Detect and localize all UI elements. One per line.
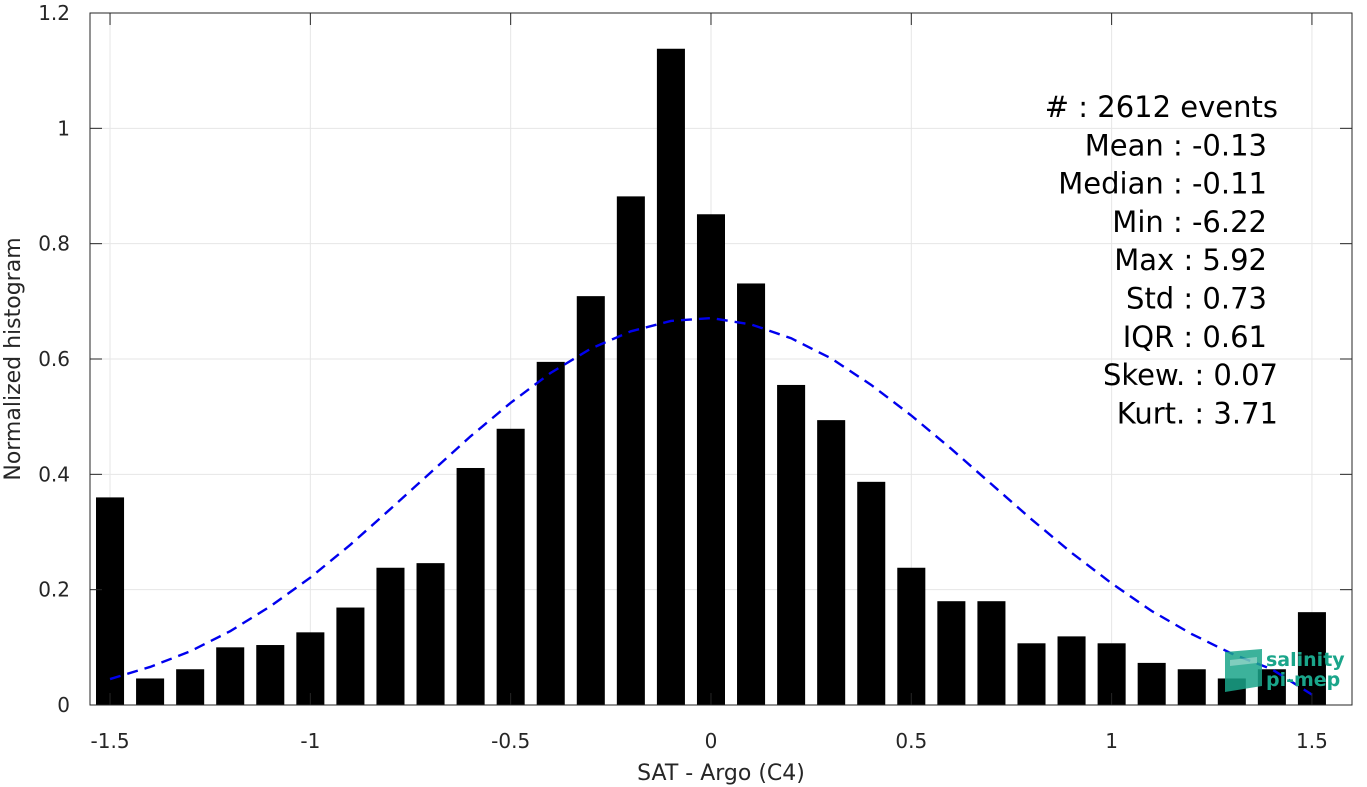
histogram-bars <box>96 48 1326 705</box>
stats-line-2: Median : -0.11 <box>1058 167 1267 201</box>
histogram-bar-27 <box>1177 669 1206 705</box>
histogram-bar-20 <box>897 567 926 705</box>
axis-ticks <box>90 12 1352 706</box>
stats-line-6: IQR : 0.61 <box>1123 320 1267 354</box>
stats-line-3: Min : -6.22 <box>1112 205 1267 239</box>
stats-line-4: Max : 5.92 <box>1114 243 1267 277</box>
x-tick-labels: -1.5 -1 -0.5 0 0.5 1 1.5 <box>91 729 1328 753</box>
histogram-bar-23 <box>1017 643 1046 705</box>
y-tick-label-0: 0 <box>57 693 70 717</box>
histogram-bar-9 <box>456 467 485 705</box>
logo-mark-stripe-icon <box>1230 657 1257 666</box>
x-tick-label-5: 1 <box>1105 729 1118 753</box>
histogram-bar-17 <box>777 384 806 705</box>
histogram-bar-19 <box>857 481 886 705</box>
x-tick-label-6: 1.5 <box>1296 729 1328 753</box>
logo-mark-icon <box>1225 649 1262 692</box>
logo-line1: salinity <box>1266 649 1345 671</box>
x-tick-label-3: 0 <box>705 729 718 753</box>
histogram-bar-1 <box>136 678 165 705</box>
y-tick-label-1: 0.2 <box>38 578 70 602</box>
x-axis-label: SAT - Argo (C4) <box>637 761 805 786</box>
histogram-bar-14 <box>656 48 685 705</box>
histogram-bar-13 <box>616 196 645 705</box>
histogram-bar-21 <box>937 601 966 705</box>
histogram-bar-4 <box>256 645 285 705</box>
fit-curve-line <box>109 316 1313 696</box>
histogram-bar-15 <box>696 214 725 705</box>
y-tick-label-2: 0.4 <box>38 462 70 486</box>
histogram-bar-26 <box>1137 662 1166 705</box>
histogram-bar-30 <box>1297 612 1326 705</box>
y-tick-label-6: 1.2 <box>38 1 70 25</box>
x-tick-label-4: 0.5 <box>895 729 927 753</box>
y-axis-label: Normalized histogram <box>1 237 26 480</box>
histogram-bar-11 <box>536 361 565 705</box>
y-tick-label-3: 0.6 <box>38 347 70 371</box>
histogram-bar-16 <box>737 283 766 705</box>
histogram-bar-7 <box>376 567 405 705</box>
y-tick-label-5: 1 <box>57 116 70 140</box>
statistics-box: # : 2612 events Mean : -0.13 Median : -0.1… <box>1045 90 1278 430</box>
histogram-bar-12 <box>576 296 605 705</box>
x-tick-label-2: -0.5 <box>491 729 530 753</box>
stats-line-1: Mean : -0.13 <box>1085 128 1267 162</box>
histogram-bar-5 <box>296 632 325 705</box>
salinity-pi-mep-logo: salinity pi-mep <box>1225 649 1345 692</box>
histogram-bar-10 <box>496 428 525 705</box>
y-tick-labels: 0 0.2 0.4 0.6 0.8 1 1.2 <box>38 1 70 717</box>
histogram-bar-22 <box>977 601 1006 705</box>
stats-line-8: Kurt. : 3.71 <box>1117 396 1278 430</box>
logo-line2: pi-mep <box>1266 669 1340 691</box>
histogram-bar-6 <box>336 607 365 705</box>
histogram-bar-8 <box>416 563 445 705</box>
histogram-bar-3 <box>216 647 245 705</box>
histogram-bar-24 <box>1057 636 1086 705</box>
histogram-bar-18 <box>817 420 846 705</box>
normal-fit-curve <box>109 316 1313 696</box>
stats-line-7: Skew. : 0.07 <box>1103 358 1278 392</box>
histogram-bar-2 <box>176 669 205 705</box>
y-tick-label-4: 0.8 <box>38 232 70 256</box>
x-tick-label-1: -1 <box>300 729 320 753</box>
histogram-bar-0 <box>96 497 125 705</box>
x-tick-label-0: -1.5 <box>91 729 130 753</box>
stats-line-0: # : 2612 events <box>1045 90 1278 124</box>
stats-line-5: Std : 0.73 <box>1126 282 1267 316</box>
